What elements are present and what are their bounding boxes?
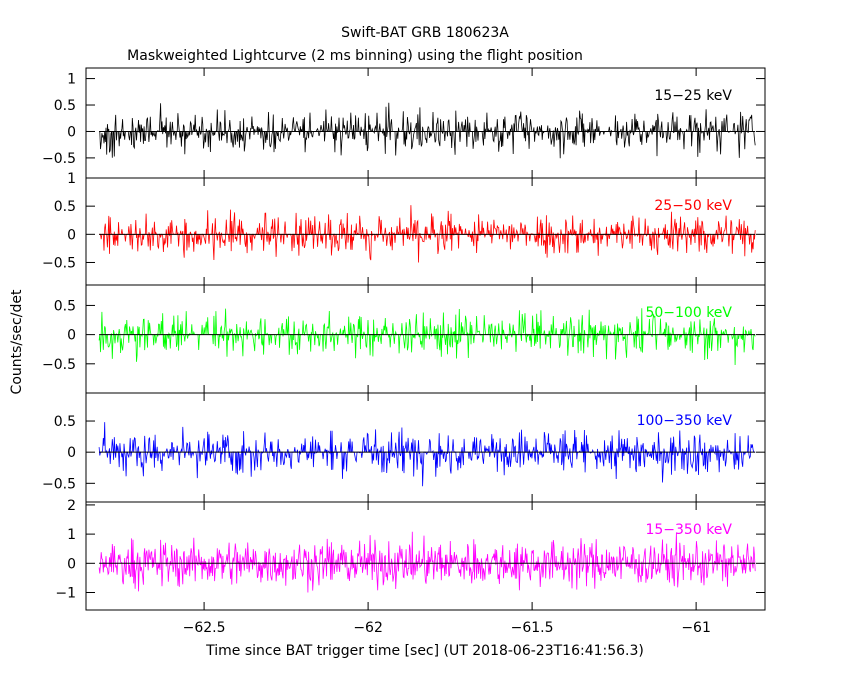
band-label-3: 100−350 keV	[637, 413, 733, 429]
series-trace-1	[99, 205, 756, 263]
series-trace-3	[98, 422, 756, 487]
band-label-2: 50−100 keV	[645, 305, 732, 321]
series-trace-0	[99, 102, 756, 159]
band-label-4: 15−350 keV	[645, 522, 732, 538]
y-tick-label-0-3: 1	[67, 72, 76, 88]
y-tick-label-3-2: 0.5	[54, 414, 76, 430]
band-label-1: 25−50 keV	[654, 198, 732, 214]
panel-frame-2	[85, 284, 766, 394]
y-tick-label-1-2: 0.5	[54, 199, 76, 215]
y-tick-label-3-1: 0	[67, 445, 76, 461]
y-axis-label: Counts/sec/det	[9, 289, 25, 394]
panel-3: −0.5 0 0.5 100−350 keV	[42, 392, 766, 503]
panel-2: −0.5 0 0.5 50−100 keV	[42, 284, 766, 394]
x-axis-label: Time since BAT trigger time [sec] (UT 20…	[205, 643, 644, 659]
y-tick-label-1-1: 0	[67, 227, 76, 243]
chart-subtitle: Maskweighted Lightcurve (2 ms binning) u…	[127, 48, 583, 64]
y-tick-label-2-1: 0	[67, 328, 76, 344]
panel-frame-4	[85, 501, 766, 611]
y-tick-label-3-0: −0.5	[42, 476, 76, 492]
x-tick-label-0: −62.5	[183, 620, 226, 636]
y-tick-label-0-2: 0.5	[54, 98, 76, 114]
y-tick-label-2-2: 0.5	[54, 298, 76, 314]
band-label-0: 15−25 keV	[654, 88, 732, 104]
panel-frame-0	[85, 67, 766, 179]
x-tick-labels: −62.5 −62 −61.5 −61	[183, 620, 711, 636]
chart-title: Swift-BAT GRB 180623A	[341, 25, 509, 41]
panel-4: −1 0 1 2 15−350 keV	[55, 498, 766, 611]
y-tick-label-2-0: −0.5	[42, 357, 76, 373]
x-tick-label-1: −62	[353, 620, 383, 636]
y-tick-label-4-2: 1	[67, 527, 76, 543]
y-tick-label-1-3: 1	[67, 171, 76, 187]
y-tick-label-1-0: −0.5	[42, 255, 76, 271]
panel-0: −0.5 0 0.5 1 15−25 keV	[42, 67, 766, 179]
x-tick-label-3: −61	[681, 620, 711, 636]
series-trace-4	[98, 531, 756, 593]
y-tick-label-4-1: 0	[67, 556, 76, 572]
panel-1: −0.5 0 0.5 1 25−50 keV	[42, 171, 766, 286]
y-tick-label-4-0: −1	[55, 585, 76, 601]
y-tick-label-0-1: 0	[67, 124, 76, 140]
y-tick-label-4-3: 2	[67, 498, 76, 514]
x-tick-label-2: −61.5	[511, 620, 554, 636]
y-tick-label-0-0: −0.5	[42, 151, 76, 167]
